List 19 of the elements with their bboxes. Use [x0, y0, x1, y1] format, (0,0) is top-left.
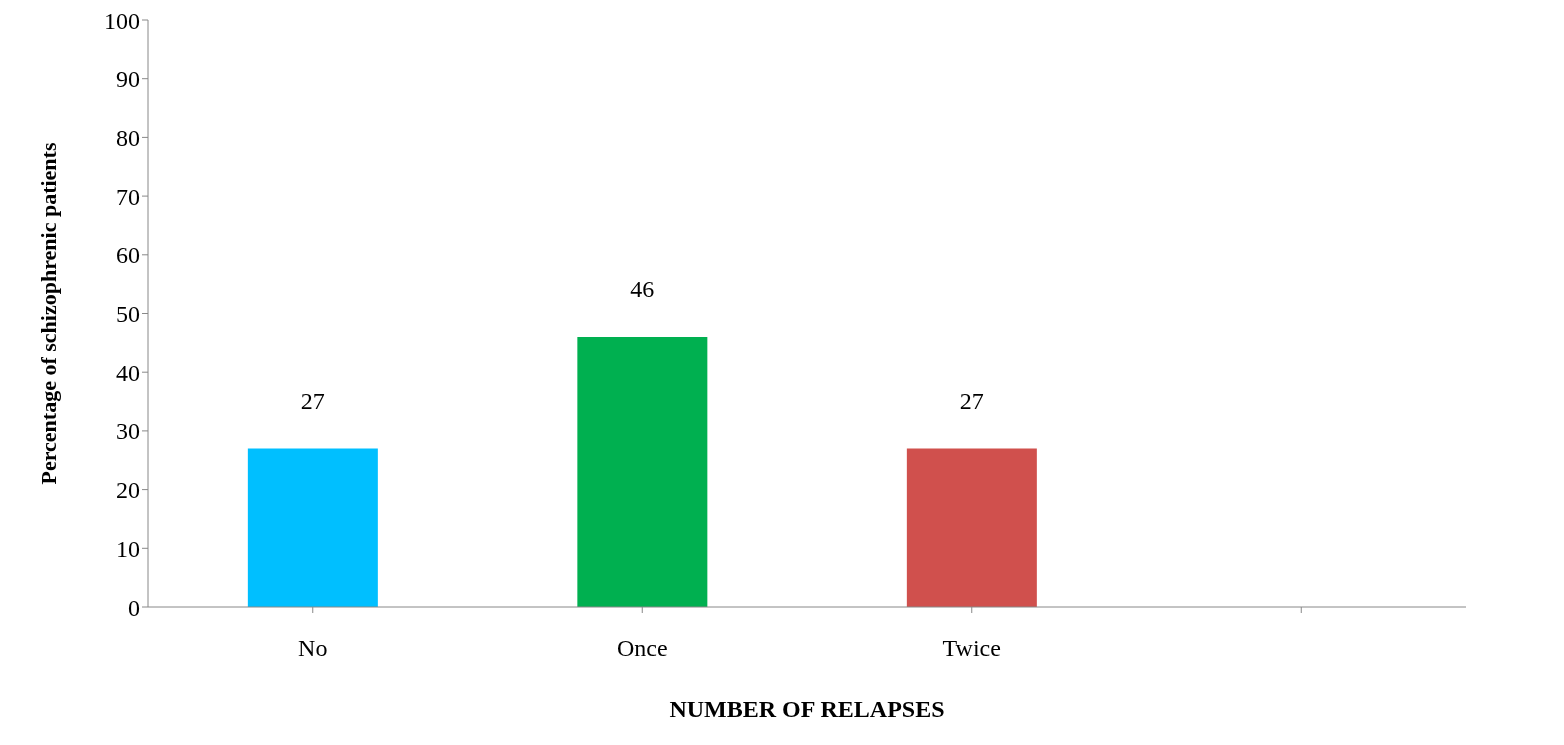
y-tick-label: 40	[116, 359, 140, 386]
y-tick-label: 80	[116, 124, 140, 151]
y-tick-label: 60	[116, 242, 140, 269]
y-tick-label: 100	[104, 7, 140, 34]
data-label: 46	[630, 275, 655, 302]
y-tick-label: 30	[116, 418, 140, 445]
x-tick-label: Once	[616, 635, 668, 662]
data-label: 27	[959, 387, 984, 414]
y-tick-label: 50	[116, 301, 140, 328]
y-tick-label: 10	[116, 535, 140, 562]
y-tick-label: 70	[116, 183, 140, 210]
y-tick-label: 90	[116, 66, 140, 93]
x-tick-label: No	[298, 635, 328, 662]
data-label: 27	[300, 387, 325, 414]
x-axis-title: NUMBER OF RELAPSES	[669, 696, 945, 722]
y-tick-label: 20	[116, 477, 140, 504]
y-tick-label: 0	[128, 594, 140, 621]
x-tick-label: Twice	[942, 635, 1001, 662]
y-axis-title: Percentage of schizophrenic patients	[35, 142, 61, 485]
